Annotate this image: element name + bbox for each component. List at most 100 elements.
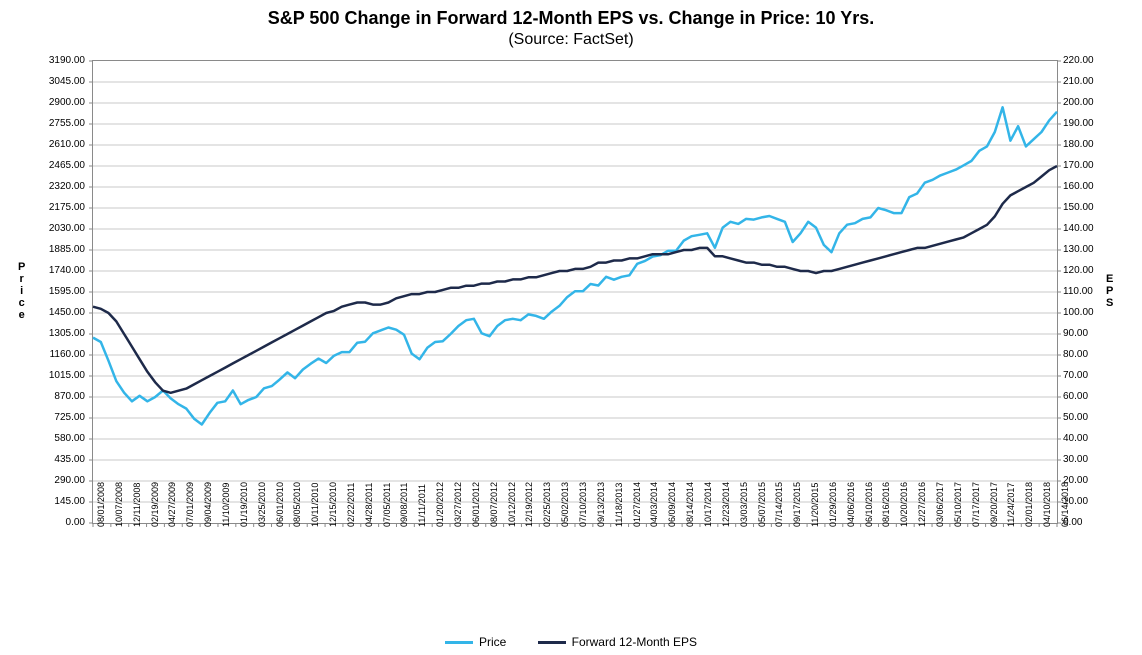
y-left-tick-label: 1740.00 (37, 265, 85, 276)
x-tick-label: 02/19/2009 (150, 482, 160, 527)
y-right-tick-label: 220.00 (1063, 55, 1094, 66)
y-right-tick-label: 80.00 (1063, 349, 1088, 360)
x-tick-label: 02/22/2011 (346, 483, 356, 527)
y-right-tick-label: 180.00 (1063, 139, 1094, 150)
x-tick-label: 08/16/2016 (881, 482, 891, 527)
x-tick-label: 02/01/2018 (1024, 482, 1034, 527)
y-right-tick-label: 90.00 (1063, 328, 1088, 339)
x-tick-label: 03/03/2015 (739, 482, 749, 527)
chart-subtitle: (Source: FactSet) (0, 30, 1142, 49)
x-tick-label: 03/27/2012 (453, 482, 463, 527)
y-left-tick-label: 1305.00 (37, 328, 85, 339)
x-tick-label: 09/13/2013 (596, 482, 606, 527)
x-tick-label: 06/09/2014 (667, 482, 677, 527)
legend-swatch-price (445, 641, 473, 644)
y-left-tick-label: 2175.00 (37, 202, 85, 213)
x-tick-label: 11/18/2013 (614, 483, 624, 527)
y-right-tick-label: 60.00 (1063, 391, 1088, 402)
y-left-tick-label: 290.00 (37, 475, 85, 486)
legend-label-eps: Forward 12-Month EPS (572, 635, 697, 649)
x-tick-label: 04/06/2016 (846, 482, 856, 527)
x-tick-label: 07/10/2013 (578, 482, 588, 527)
chart-title: S&P 500 Change in Forward 12-Month EPS v… (0, 0, 1142, 30)
x-tick-label: 09/20/2017 (989, 482, 999, 527)
x-tick-label: 06/10/2016 (864, 482, 874, 527)
x-tick-label: 12/11/2008 (132, 483, 142, 527)
y-left-tick-label: 2610.00 (37, 139, 85, 150)
x-tick-label: 06/14/2018 (1060, 482, 1070, 527)
x-tick-label: 12/27/2016 (917, 482, 927, 527)
x-tick-label: 02/25/2013 (542, 482, 552, 527)
y-left-tick-label: 1595.00 (37, 286, 85, 297)
x-tick-label: 08/01/2008 (96, 482, 106, 527)
y-axis-left-ticks: 0.00145.00290.00435.00580.00725.00870.00… (37, 61, 89, 523)
x-tick-label: 01/29/2016 (828, 482, 838, 527)
y-right-tick-label: 130.00 (1063, 244, 1094, 255)
y-left-tick-label: 0.00 (37, 517, 85, 528)
y-right-tick-label: 160.00 (1063, 181, 1094, 192)
y-right-tick-label: 110.00 (1063, 286, 1093, 297)
x-tick-label: 08/05/2010 (292, 482, 302, 527)
y-right-tick-label: 170.00 (1063, 160, 1094, 171)
y-axis-right-label: EPS (1106, 273, 1113, 309)
x-tick-label: 04/10/2018 (1042, 482, 1052, 527)
x-tick-label: 10/20/2016 (899, 482, 909, 527)
y-right-tick-label: 210.00 (1063, 76, 1094, 87)
x-tick-label: 10/17/2014 (703, 482, 713, 527)
y-left-tick-label: 725.00 (37, 412, 85, 423)
x-tick-label: 10/07/2008 (114, 482, 124, 527)
x-tick-label: 11/24/2017 (1006, 483, 1016, 527)
x-tick-label: 12/23/2014 (721, 482, 731, 527)
y-left-tick-label: 145.00 (37, 496, 85, 507)
legend-item-eps: Forward 12-Month EPS (538, 635, 697, 649)
y-left-tick-label: 2465.00 (37, 160, 85, 171)
y-left-tick-label: 870.00 (37, 391, 85, 402)
y-left-tick-label: 1450.00 (37, 307, 85, 318)
y-left-tick-label: 1015.00 (37, 370, 85, 381)
x-tick-label: 11/11/2011 (417, 484, 427, 527)
x-tick-label: 06/01/2012 (471, 482, 481, 527)
y-axis-left-label: Price (18, 261, 25, 321)
x-tick-label: 07/01/2009 (185, 482, 195, 527)
y-right-tick-label: 120.00 (1063, 265, 1094, 276)
data-lines (93, 61, 1057, 523)
series-line-forward-12-month-eps (93, 166, 1057, 393)
y-right-tick-label: 30.00 (1063, 454, 1088, 465)
y-left-tick-label: 2755.00 (37, 118, 85, 129)
y-left-tick-label: 1160.00 (37, 349, 85, 360)
x-tick-label: 10/12/2012 (507, 482, 517, 527)
y-left-tick-label: 3045.00 (37, 76, 85, 87)
x-tick-label: 05/10/2017 (953, 482, 963, 527)
x-tick-label: 05/02/2013 (560, 482, 570, 527)
x-tick-label: 05/07/2015 (757, 482, 767, 527)
y-right-tick-label: 40.00 (1063, 433, 1088, 444)
series-line-price (93, 107, 1057, 424)
x-tick-label: 06/01/2010 (275, 482, 285, 527)
x-tick-label: 01/19/2010 (239, 482, 249, 527)
x-tick-label: 07/14/2015 (774, 482, 784, 527)
x-tick-label: 03/25/2010 (257, 482, 267, 527)
x-tick-label: 09/17/2015 (792, 482, 802, 527)
y-left-tick-label: 1885.00 (37, 244, 85, 255)
y-left-tick-label: 435.00 (37, 454, 85, 465)
x-tick-label: 11/10/2009 (221, 483, 231, 527)
y-left-tick-label: 3190.00 (37, 55, 85, 66)
legend-swatch-eps (538, 641, 566, 644)
y-left-tick-label: 2320.00 (37, 181, 85, 192)
y-left-tick-label: 2900.00 (37, 97, 85, 108)
legend-label-price: Price (479, 635, 506, 649)
y-right-tick-label: 140.00 (1063, 223, 1094, 234)
plot-area: 0.00145.00290.00435.00580.00725.00870.00… (92, 60, 1058, 524)
x-tick-label: 12/15/2010 (328, 482, 338, 527)
x-tick-label: 08/07/2012 (489, 482, 499, 527)
legend-item-price: Price (445, 635, 506, 649)
x-tick-label: 08/14/2014 (685, 482, 695, 527)
x-tick-label: 07/05/2011 (382, 483, 392, 527)
x-tick-label: 12/19/2012 (524, 482, 534, 527)
x-tick-label: 07/17/2017 (971, 482, 981, 527)
y-right-tick-label: 50.00 (1063, 412, 1088, 423)
x-tick-label: 01/27/2014 (632, 482, 642, 527)
y-right-tick-label: 100.00 (1063, 307, 1094, 318)
y-right-tick-label: 190.00 (1063, 118, 1094, 129)
x-tick-label: 10/11/2010 (310, 483, 320, 527)
